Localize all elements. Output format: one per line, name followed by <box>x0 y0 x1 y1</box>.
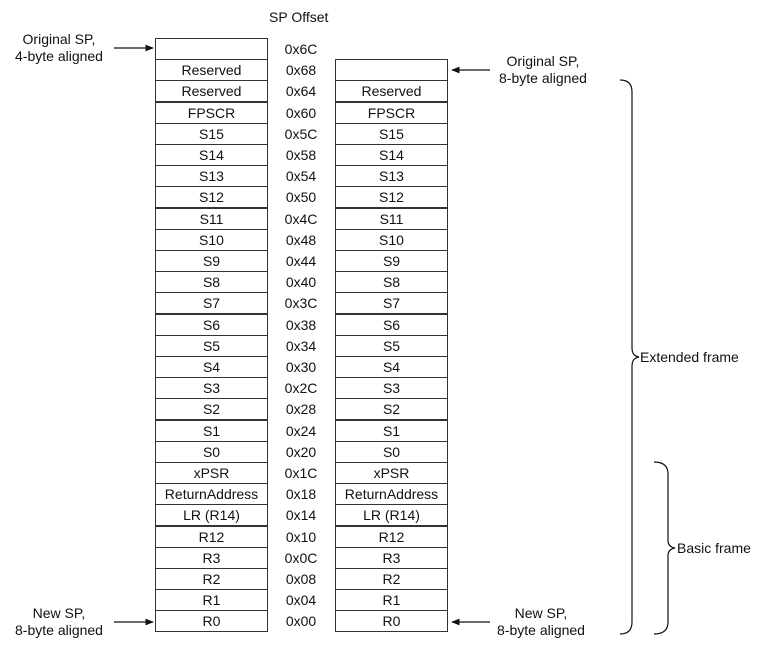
new-sp-right-line1: New SP, <box>514 605 568 621</box>
sp-offset-value: 0x6C <box>284 41 318 57</box>
right_stack-cell: LR (R14) <box>335 504 448 527</box>
right_stack-cell: R3 <box>335 546 448 569</box>
right_stack-cell: R0 <box>335 610 448 633</box>
extended-frame-label: Extended frame <box>640 349 739 365</box>
left_stack-cell: xPSR <box>155 462 268 484</box>
sp-offset-value: 0x68 <box>285 62 317 79</box>
sp-offset-value: 0x54 <box>285 168 317 185</box>
left_stack-cell: LR (R14) <box>155 504 268 527</box>
left_stack-cell: S14 <box>155 144 268 166</box>
original-sp-4-byte-label: Original SP, 4-byte aligned <box>4 31 114 65</box>
sp-offset-value: 0x44 <box>285 253 317 269</box>
left_stack-cell: R0 <box>155 610 268 633</box>
sp-offset-value: 0x10 <box>285 528 317 545</box>
original-sp-4-line2: 4-byte aligned <box>15 48 103 64</box>
sp-offset-value: 0x60 <box>285 104 317 121</box>
left_stack-cell: Reserved <box>155 59 268 82</box>
right_stack-cell: ReturnAddress <box>335 483 448 506</box>
sp-offset-value: 0x30 <box>285 359 317 375</box>
original-sp-8-byte-label: Original SP, 8-byte aligned <box>488 53 598 87</box>
sp-offset-value: 0x64 <box>285 83 317 100</box>
sp-offset-value: 0x38 <box>285 316 317 333</box>
left_stack-cell: R12 <box>155 525 268 548</box>
sp-offset-value: 0x20 <box>285 443 317 460</box>
sp-offset-value: 0x18 <box>285 486 317 503</box>
sp-offset-value: 0x48 <box>285 231 317 248</box>
left_stack-cell: S5 <box>155 334 268 357</box>
sp-offset-value: 0x2C <box>284 380 318 397</box>
sp-offset-value: 0x5C <box>284 125 318 142</box>
extended-frame-brace <box>619 79 640 635</box>
sp-offset-value: 0x04 <box>285 592 317 609</box>
left_stack-cell: S0 <box>155 440 268 463</box>
new-sp-left-label: New SP, 8-byte aligned <box>4 605 114 639</box>
sp-offset-value: 0x40 <box>285 274 317 291</box>
sp-offset-value: 0x0C <box>284 549 318 566</box>
sp-offset-value: 0x34 <box>285 337 317 354</box>
sp-offset-header: SP Offset <box>269 9 329 25</box>
basic-frame-label: Basic frame <box>677 540 751 556</box>
sp-offset-value: 0x4C <box>284 210 318 227</box>
right_stack-cell: xPSR <box>335 462 448 484</box>
new-sp-right-line2: 8-byte aligned <box>497 622 585 638</box>
new-sp-right-label: New SP, 8-byte aligned <box>486 605 596 639</box>
right_stack-cell: S9 <box>335 250 448 272</box>
right_stack-cell: S5 <box>335 334 448 357</box>
left_stack-cell: S12 <box>155 186 268 209</box>
right_stack-cell: Reserved <box>335 80 448 103</box>
sp-offset-value: 0x24 <box>285 422 317 439</box>
basic-frame-brace <box>653 461 676 635</box>
sp-offset-value: 0x58 <box>285 147 317 163</box>
sp-offset-value: 0x08 <box>285 571 317 587</box>
right_stack-cell: S3 <box>335 377 448 400</box>
left_stack-cell: Reserved <box>155 80 268 103</box>
sp-offset-value: 0x28 <box>285 401 317 418</box>
left_stack-cell: S7 <box>155 292 268 315</box>
new-sp-left-line2: 8-byte aligned <box>15 622 103 638</box>
original-sp-8-line2: 8-byte aligned <box>499 70 587 86</box>
sp-offset-value: 0x1C <box>284 465 318 481</box>
sp-offset-value: 0x50 <box>285 189 317 206</box>
sp-offset-value: 0x3C <box>284 295 318 312</box>
new-sp-left-line1: New SP, <box>32 605 86 621</box>
sp-offset-value: 0x14 <box>285 507 317 524</box>
sp-offset-value: 0x00 <box>285 613 317 630</box>
original-sp-8-line1: Original SP, <box>506 53 580 69</box>
original-sp-4-line1: Original SP, <box>22 31 96 47</box>
